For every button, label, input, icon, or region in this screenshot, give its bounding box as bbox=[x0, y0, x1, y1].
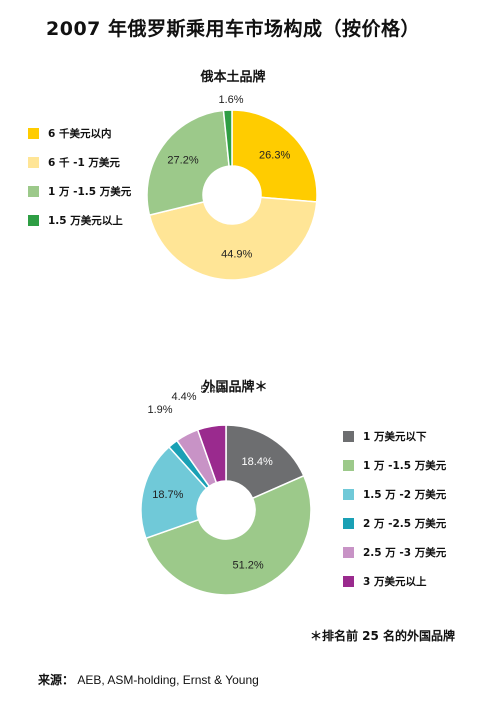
legend-swatch bbox=[28, 127, 39, 139]
legend-label: 2 万 -2.5 万美元 bbox=[363, 517, 447, 530]
legend-swatch bbox=[343, 430, 354, 442]
chart-1-slice-4 bbox=[222, 109, 233, 167]
legend-swatch bbox=[28, 214, 39, 226]
chart-2-data-label-2: 51.2% bbox=[232, 560, 263, 572]
legend-label: 1 万 -1.5 万美元 bbox=[48, 185, 132, 198]
legend-swatch bbox=[28, 156, 39, 168]
chart-2-legend-item-1: 1 万美元以下 bbox=[343, 429, 446, 443]
legend-label: 3 万美元以上 bbox=[363, 575, 427, 588]
chart-1-data-label-3: 27.2% bbox=[167, 154, 198, 166]
chart-2-slice-3 bbox=[140, 445, 208, 540]
chart-2-data-label-3: 18.7% bbox=[152, 489, 183, 501]
chart-1-legend-item-3: 1 万 -1.5 万美元 bbox=[28, 184, 131, 198]
legend-label: 1 万 -1.5 万美元 bbox=[363, 459, 447, 472]
foreign-brands-donut: 18.4% 51.2% 18.7% 1.9%4.4% 5.4% bbox=[140, 384, 312, 596]
chart-2-legend-item-6: 3 万美元以上 bbox=[343, 574, 446, 588]
chart-2-legend-item-3: 1.5 万 -2 万美元 bbox=[343, 487, 446, 501]
chart-2-slice-2 bbox=[144, 474, 312, 596]
source-text: AEB, ASM-holding, Ernst & Young bbox=[77, 673, 259, 687]
chart-2-title: 外国品牌＊ bbox=[202, 380, 268, 395]
chart-2-slice-6 bbox=[196, 424, 227, 484]
legend-label: 1.5 万 -2 万美元 bbox=[363, 488, 447, 501]
chart-1-slice-3 bbox=[146, 109, 230, 217]
legend-label: 6 千美元以内 bbox=[48, 127, 112, 140]
domestic-brands-donut: 26.3% 44.9% 27.2% 1.6% bbox=[146, 94, 318, 281]
chart-2-data-label-5: 4.4% bbox=[171, 391, 196, 403]
chart-2-legend-item-2: 1 万 -1.5 万美元 bbox=[343, 458, 446, 472]
chart-1-data-label-1: 26.3% bbox=[259, 150, 290, 162]
chart-1-title: 俄本土品牌 bbox=[200, 70, 266, 85]
chart-2-data-label-1: 18.4% bbox=[242, 456, 273, 468]
page-title: 2007 年俄罗斯乘用车市场构成（按价格） bbox=[46, 18, 420, 40]
legend-label: 1 万美元以下 bbox=[363, 430, 427, 443]
chart-2-slice-1 bbox=[225, 424, 305, 500]
chart-2-data-label-6: 5.4% bbox=[200, 384, 225, 396]
legend-swatch bbox=[343, 488, 354, 500]
chart-2-data-label-4: 1.9% bbox=[147, 404, 172, 416]
source-label: 来源： bbox=[38, 673, 75, 687]
legend-label: 1.5 万美元以上 bbox=[48, 214, 123, 227]
legend-swatch bbox=[343, 517, 354, 529]
legend-swatch bbox=[343, 459, 354, 471]
legend-label: 6 千 -1 万美元 bbox=[48, 156, 120, 169]
chart-2-legend: 1 万美元以下 1 万 -1.5 万美元 1.5 万 -2 万美元 2 万 -2.5 … bbox=[343, 429, 446, 603]
chart-1-legend-item-1: 6 千美元以内 bbox=[28, 126, 131, 140]
chart-2-legend-item-5: 2.5 万 -3 万美元 bbox=[343, 545, 446, 559]
footnote: ＊排名前 25 名的外国品牌 bbox=[310, 629, 456, 643]
chart-1-legend-item-2: 6 千 -1 万美元 bbox=[28, 155, 131, 169]
chart-2-legend-item-4: 2 万 -2.5 万美元 bbox=[343, 516, 446, 530]
source-line: 来源： AEB, ASM-holding, Ernst & Young bbox=[38, 671, 259, 688]
legend-swatch bbox=[343, 546, 354, 558]
chart-1-legend: 6 千美元以内 6 千 -1 万美元 1 万 -1.5 万美元 1.5 万美元以上 bbox=[28, 126, 131, 242]
chart-1-data-label-4: 1.6% bbox=[218, 94, 243, 106]
chart-1-legend-item-4: 1.5 万美元以上 bbox=[28, 213, 131, 227]
legend-swatch bbox=[28, 185, 39, 197]
legend-swatch bbox=[343, 575, 354, 587]
chart-1-slice-2 bbox=[148, 196, 318, 281]
chart-1-slice-1 bbox=[231, 109, 318, 203]
chart-1-data-label-2: 44.9% bbox=[221, 249, 252, 261]
legend-label: 2.5 万 -3 万美元 bbox=[363, 546, 447, 559]
